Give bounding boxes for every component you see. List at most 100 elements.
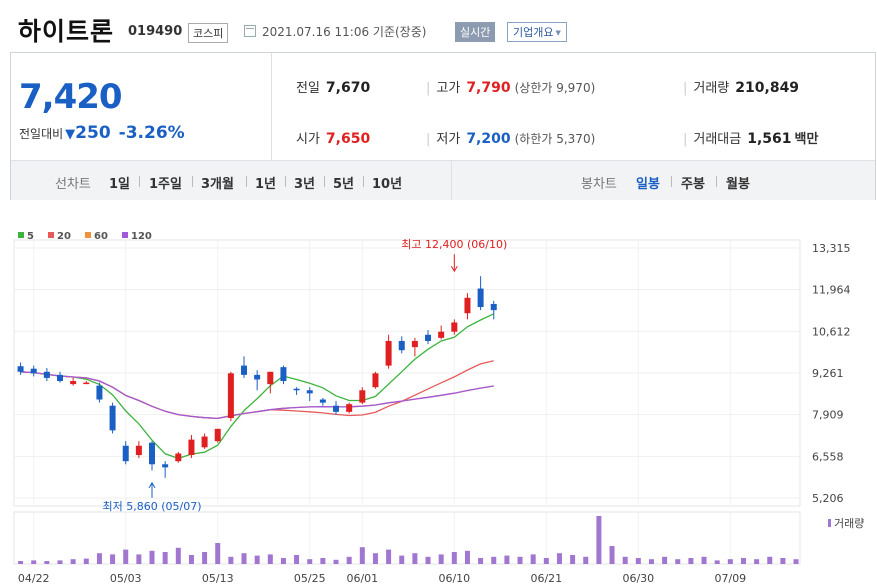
company-overview-label: 기업개요 <box>513 26 554 39</box>
volume-bar <box>188 555 194 564</box>
candle-body <box>162 464 169 468</box>
range-10y[interactable]: 10년 <box>372 177 403 192</box>
range-1w[interactable]: 1주일 <box>149 177 182 192</box>
max-arrow-head <box>450 265 458 273</box>
ma-line-120 <box>20 371 494 420</box>
volume-bar <box>570 555 576 564</box>
volume-bar <box>136 554 142 564</box>
volume-bar <box>149 550 155 564</box>
candle-body <box>43 371 50 378</box>
day-low: | 저가 7,200 (하한가 5,370) <box>426 131 596 147</box>
volume-bar <box>110 554 116 564</box>
volume-bar <box>320 558 326 564</box>
volume-bar <box>31 560 37 564</box>
x-tick-label: 07/09 <box>714 572 746 585</box>
volume-bar <box>44 561 50 564</box>
y-tick-label: 11,964 <box>812 284 851 297</box>
candle-body <box>319 399 326 403</box>
candle-body <box>293 388 300 391</box>
min-arrow-head <box>148 481 156 489</box>
x-tick-label: 04/22 <box>18 572 50 585</box>
volume-bar <box>346 556 352 564</box>
volume-bar <box>504 555 510 564</box>
volume-bar <box>648 559 654 564</box>
candle-body <box>490 303 497 311</box>
calendar-icon <box>244 25 256 37</box>
candle-body <box>372 373 379 388</box>
chart-legend: 5 20 60 120 <box>18 231 152 242</box>
volume-bar <box>386 549 392 564</box>
volume-bar <box>491 556 497 564</box>
candle-body <box>477 288 484 308</box>
timestamp: 2021.07.16 11:06 기준(장중) <box>262 25 427 39</box>
y-tick-label: 7,909 <box>812 409 844 422</box>
candles <box>17 276 497 478</box>
range-1d[interactable]: 1일 <box>109 177 131 192</box>
volume-bar <box>464 550 470 564</box>
volume-bar <box>438 554 444 564</box>
candle-body <box>346 404 353 412</box>
volume-bar <box>372 553 378 564</box>
volume-bar <box>294 555 300 564</box>
volume-bar <box>583 556 589 564</box>
candle-weekly[interactable]: 주봉 <box>681 177 705 192</box>
range-5y[interactable]: 5년 <box>333 177 355 192</box>
candle-body <box>57 374 64 382</box>
range-3y[interactable]: 3년 <box>294 177 316 192</box>
x-tick-label: 06/10 <box>438 572 470 585</box>
candle-body <box>385 340 392 366</box>
candle-body <box>188 439 195 456</box>
candle-monthly[interactable]: 월봉 <box>726 177 750 192</box>
range-3m[interactable]: 3개월 <box>201 177 234 192</box>
legend-label: 120 <box>131 231 152 242</box>
candle-body <box>30 368 37 374</box>
volume-bar <box>333 559 339 564</box>
annotations: 최고 12,400 (06/10) 최저 5,860 (05/07) <box>103 238 508 513</box>
volume-frame <box>13 511 801 565</box>
down-arrow-icon: ▼ <box>65 127 76 142</box>
y-tick-label: 6,558 <box>812 450 844 463</box>
candle-body <box>122 445 129 462</box>
candle-body <box>359 390 366 403</box>
volume-bar <box>123 549 129 564</box>
chart-grid <box>13 239 801 565</box>
legend-label: 20 <box>57 231 71 242</box>
legend-label: 60 <box>94 231 108 242</box>
volume-bar <box>83 558 89 564</box>
y-tick-label: 5,206 <box>812 492 844 505</box>
y-tick-label: 9,261 <box>812 367 844 380</box>
volume-bar <box>754 559 760 564</box>
legend-swatch <box>85 232 91 238</box>
stock-code: 019490 <box>128 24 183 39</box>
x-tick-label: 05/25 <box>294 572 326 585</box>
realtime-badge[interactable]: 실시간 <box>455 22 496 42</box>
volume-bar <box>780 558 786 564</box>
min-label: 최저 5,860 (05/07) <box>103 500 202 513</box>
candle-body <box>83 382 90 385</box>
company-overview-dropdown[interactable]: 기업개요 ▼ <box>507 22 567 42</box>
range-1y[interactable]: 1년 <box>255 177 277 192</box>
candle-body <box>214 428 221 442</box>
candle-body <box>70 381 77 385</box>
max-label: 최고 12,400 (06/10) <box>401 238 507 251</box>
volume-bar <box>675 559 681 564</box>
market-badge: 코스피 <box>188 23 229 43</box>
header: 하이트론 019490 코스피 2021.07.16 11:06 기준(장중) … <box>0 0 877 52</box>
candle-body <box>175 453 182 462</box>
day-high: | 고가 7,790 (상한가 9,970) <box>426 80 596 96</box>
chart-toolbar: 선차트 1일 1주일 3개월 1년 3년 5년 10년 봉차트 일봉 주봉 월봉 <box>11 160 875 200</box>
candle-daily[interactable]: 일봉 <box>636 177 660 192</box>
x-tick-label: 05/13 <box>202 572 234 585</box>
divider <box>271 53 272 160</box>
volume-bar <box>267 554 273 564</box>
volume-legend-label: 거래량 <box>834 517 864 530</box>
company-name: 하이트론 <box>18 17 115 46</box>
quote-panel: 7,420 전일대비 ▼250 -3.26% 전일 7,670 | 고가 7,790 (상한… <box>10 52 876 200</box>
legend-swatch <box>48 232 54 238</box>
legend-label: 5 <box>27 231 34 242</box>
volume-bar <box>517 556 523 564</box>
x-tick-label: 06/21 <box>530 572 562 585</box>
change-label: 전일대비 <box>19 127 64 141</box>
candle-body <box>135 445 142 456</box>
candle-body <box>96 385 103 400</box>
